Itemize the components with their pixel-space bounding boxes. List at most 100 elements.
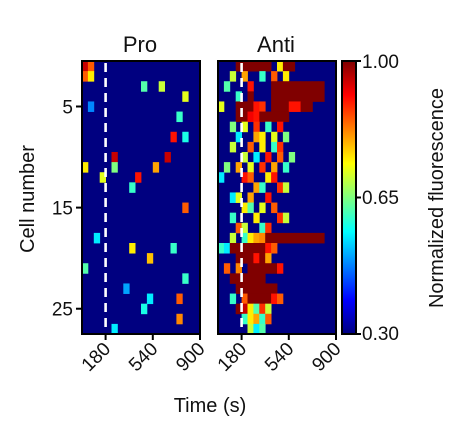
heatmap-panel-anti (217, 60, 337, 340)
heatmap-cell (282, 162, 290, 173)
panel-title-anti: Anti (257, 32, 295, 57)
heatmap-cell (300, 232, 307, 244)
heatmap-cell (218, 101, 225, 112)
heatmap-cell (82, 71, 89, 82)
heatmap-cell (271, 293, 278, 305)
heatmap-cell (271, 91, 278, 102)
heatmap-cell (259, 293, 266, 305)
heatmap-cell (253, 111, 260, 123)
heatmap-cell (259, 303, 266, 315)
heatmap-cell (282, 212, 290, 224)
heatmap-cell (259, 273, 266, 284)
heatmap-cell (277, 121, 284, 133)
heatmap-cell (271, 111, 278, 123)
heatmap-cell (247, 293, 254, 305)
heatmap-cell (277, 212, 284, 224)
x-tick-label: 180 (214, 339, 251, 376)
x-tick-label: 540 (261, 339, 298, 376)
heatmap-cell (306, 81, 313, 92)
heatmap-cell (111, 152, 118, 163)
heatmap-cell (288, 152, 296, 163)
heatmap-cell (158, 81, 165, 92)
heatmap-cell (253, 243, 260, 254)
heatmap-cell (241, 121, 248, 133)
heatmap-cell (218, 172, 225, 183)
heatmap-cell (259, 243, 266, 254)
colorbar-tick-label: 1.00 (362, 52, 399, 73)
heatmap-cell (282, 182, 290, 193)
heatmap-cell (318, 81, 325, 92)
heatmap-cell (176, 313, 183, 325)
x-axis-anti: 180 540 900 (214, 339, 346, 376)
heatmap-cell (271, 243, 278, 254)
heatmap-cell (241, 313, 248, 325)
heatmap-cell (247, 303, 254, 315)
heatmap-cell (259, 222, 266, 234)
heatmap-cell (241, 273, 248, 284)
heatmap-cell (288, 101, 296, 112)
heatmap-cell (253, 61, 260, 72)
heatmap-cell (241, 253, 248, 264)
heatmap-cell (170, 131, 177, 143)
heatmap-cell (277, 81, 284, 92)
heatmap-background (82, 61, 200, 334)
heatmap-cell (271, 162, 278, 173)
heatmap-cell (253, 253, 260, 264)
heatmap-cell (235, 61, 242, 72)
heatmap-cell (229, 273, 237, 284)
panel-frame (81, 60, 201, 335)
heatmap-cell (277, 152, 284, 163)
heatmap-cell (300, 81, 307, 92)
heatmap-cell (241, 71, 248, 82)
heatmap-cell (288, 91, 296, 102)
heatmap-cell (312, 232, 319, 244)
heatmap-cell (265, 111, 272, 123)
heatmap-cell (229, 141, 237, 153)
heatmap-cell (282, 131, 290, 143)
heatmap-cell (259, 263, 266, 274)
heatmap-cell (247, 202, 254, 214)
y-axis-label: Cell number (17, 145, 39, 253)
x-tick-label: 540 (125, 339, 162, 376)
heatmap-cell (259, 232, 266, 244)
heatmap-cell (223, 162, 231, 173)
heatmap-cell (265, 61, 272, 72)
heatmap-cell (306, 91, 313, 102)
heatmap-cell (176, 293, 183, 305)
heatmap-cell (247, 192, 254, 203)
heatmap-cell (265, 293, 272, 305)
heatmap-cell (235, 111, 242, 123)
heatmap-cell (259, 182, 266, 193)
heatmap-cell (247, 81, 254, 92)
heatmap-cell (294, 101, 301, 112)
heatmap-cell (235, 253, 242, 264)
heatmap-cell (253, 131, 260, 143)
heatmap-cell (265, 232, 272, 244)
heatmap-cell (277, 91, 284, 102)
colorbar-tick-label: 0.30 (362, 324, 399, 345)
heatmap-cell (259, 71, 266, 82)
heatmap-cell (182, 202, 189, 214)
heatmap-cell (235, 243, 242, 254)
heatmap-cell (282, 101, 290, 112)
heatmap-cell (271, 283, 278, 294)
heatmap-cell (306, 101, 313, 112)
heatmap-cell (241, 222, 248, 234)
heatmap-cell (277, 232, 284, 244)
x-tick-label: 180 (78, 339, 115, 376)
heatmap-cell (282, 71, 290, 82)
heatmap-cell (241, 101, 248, 112)
heatmap-cell (265, 303, 272, 315)
heatmap-cell (253, 303, 260, 315)
heatmap-cell (229, 243, 237, 254)
heatmap-cell (111, 323, 118, 335)
heatmap-cell (170, 243, 177, 254)
heatmap-cell (294, 232, 301, 244)
heatmap-cell (259, 141, 266, 153)
heatmap-cell (241, 293, 248, 305)
heatmap-cell (182, 131, 189, 143)
heatmap-cell (247, 111, 254, 123)
heatmap-cell (164, 152, 171, 163)
heatmap-cell (259, 162, 266, 173)
heatmap-cell (277, 293, 284, 305)
